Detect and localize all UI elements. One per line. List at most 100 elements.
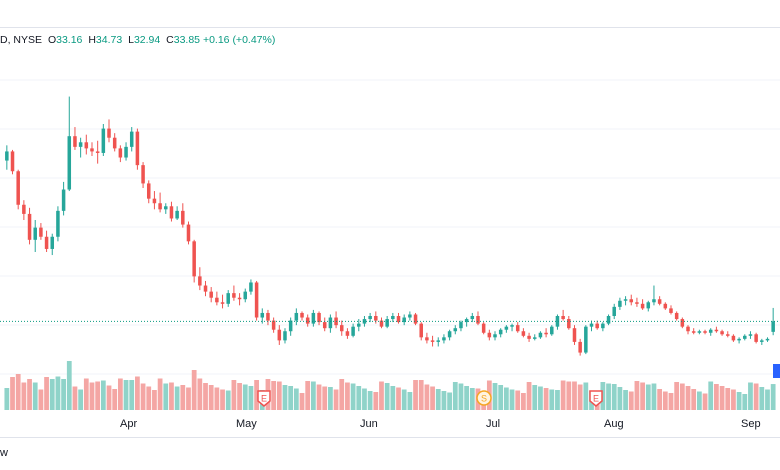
volume-bar xyxy=(538,386,543,410)
volume-bar xyxy=(55,376,61,410)
candle-body xyxy=(464,319,469,323)
candle-body xyxy=(345,331,350,336)
candle-body xyxy=(515,325,520,332)
candle-body xyxy=(271,320,276,330)
candle-body xyxy=(78,142,83,147)
candle-body xyxy=(680,319,685,327)
volume-bar xyxy=(112,389,118,410)
candle-body xyxy=(760,340,764,342)
candle-body xyxy=(601,323,605,329)
volume-bar xyxy=(27,379,32,410)
high-label: H xyxy=(88,34,96,46)
volume-bar xyxy=(435,389,441,410)
candle-body xyxy=(703,331,707,333)
volume-bar xyxy=(129,380,135,410)
volume-bar xyxy=(600,382,606,410)
candle-body xyxy=(283,331,287,341)
volume-bar xyxy=(662,391,668,410)
volume-bar xyxy=(305,381,311,410)
candle-body xyxy=(16,171,20,205)
candle-body xyxy=(232,293,236,298)
candle-body xyxy=(510,325,514,327)
volume-bar xyxy=(32,382,38,410)
volume-bar xyxy=(282,385,288,410)
high-value: 34.73 xyxy=(95,34,123,46)
candle-body xyxy=(124,146,128,158)
volume-bar xyxy=(725,388,731,410)
candle-body xyxy=(260,312,265,318)
volume-bar xyxy=(288,386,294,410)
volume-bar xyxy=(135,376,140,410)
candle-body xyxy=(95,151,100,153)
volume-bar xyxy=(469,388,475,410)
candle-body xyxy=(714,329,719,332)
volume-bar xyxy=(248,386,254,410)
volume-bar xyxy=(10,377,15,410)
volume-bar xyxy=(509,389,515,410)
volume-bar xyxy=(38,389,44,410)
volume-bar xyxy=(765,389,770,410)
volume-bar xyxy=(379,381,384,410)
candle-body xyxy=(453,328,458,332)
volume-bar xyxy=(299,393,305,410)
volume-bar xyxy=(549,389,555,410)
candle-body xyxy=(635,302,639,304)
symbol-label: D, NYSE xyxy=(0,34,43,46)
volume-bar xyxy=(157,378,163,410)
volume-bar xyxy=(203,383,208,410)
volume-bar xyxy=(186,387,191,410)
candle-body xyxy=(697,331,702,333)
candle-body xyxy=(61,189,66,211)
volume-bar xyxy=(555,390,560,410)
candle-body xyxy=(220,302,225,304)
candle-body xyxy=(311,312,316,324)
open-label: O xyxy=(47,34,57,46)
candle-body xyxy=(374,316,378,321)
candle-body xyxy=(317,312,321,323)
candle-body xyxy=(203,285,208,292)
candle-body xyxy=(164,206,168,210)
volume-bar xyxy=(61,379,66,410)
volume-bar xyxy=(458,383,464,410)
volume-bar xyxy=(418,380,424,410)
x-axis-label-sep: Sep xyxy=(741,418,761,430)
volume-bar xyxy=(169,382,174,410)
volume-bar xyxy=(640,382,645,410)
x-axis-label-aug: Aug xyxy=(604,418,624,430)
volume-bar xyxy=(44,377,49,410)
candle-body xyxy=(266,312,270,321)
volume-bar xyxy=(521,393,526,410)
candle-body xyxy=(254,282,259,318)
volume-bar xyxy=(231,380,237,410)
candle-body xyxy=(118,148,123,158)
top-toolbar xyxy=(0,0,780,28)
candle-body xyxy=(623,299,628,301)
close-value: 33.85 xyxy=(173,34,201,46)
volume-bar xyxy=(413,380,418,410)
candle-body xyxy=(743,335,747,339)
low-value: 32.94 xyxy=(133,34,161,46)
volume-bar xyxy=(237,383,242,410)
ohlc-legend: D, NYSE O33.16 H34.73 L32.94 C33.85 +0.1… xyxy=(0,34,275,46)
volume-bar xyxy=(345,382,350,410)
candle-body xyxy=(152,198,157,204)
volume-bar xyxy=(583,382,589,410)
candle-body xyxy=(215,297,219,303)
volume-bar xyxy=(310,381,316,410)
candle-body xyxy=(459,322,463,329)
change-value: +0.16 (+0.47%) xyxy=(202,34,276,46)
volume-bar xyxy=(78,389,84,410)
candle-body xyxy=(328,317,333,329)
candle-body xyxy=(129,131,134,147)
earnings-marker-icon xyxy=(589,390,603,407)
candle-body xyxy=(527,335,531,339)
volume-bar xyxy=(685,386,691,410)
candle-body xyxy=(425,337,429,341)
volume-bar xyxy=(106,385,112,410)
candle-body xyxy=(277,329,282,341)
volume-bar xyxy=(72,386,78,410)
candle-body xyxy=(731,335,736,341)
dividend-marker-icon xyxy=(476,390,492,406)
volume-bar xyxy=(748,382,753,410)
